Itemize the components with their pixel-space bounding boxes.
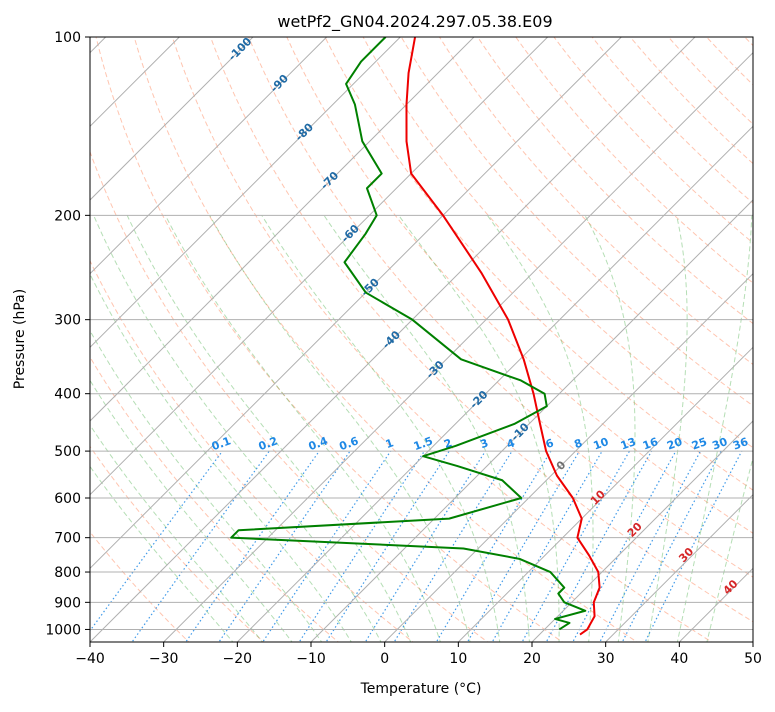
x-tick-label: −40: [75, 651, 105, 667]
moist-adiabat: [706, 456, 753, 642]
moist-adiabat: [126, 215, 412, 642]
mixing-ratio-line: [262, 450, 392, 642]
mixing-ratio-label: 10: [592, 435, 611, 453]
isotherm-line: [605, 493, 753, 642]
mixing-ratio-label: 0.2: [257, 434, 280, 453]
x-tick-label: 20: [523, 651, 541, 667]
moist-adiabat: [323, 215, 530, 642]
moist-adiabat: [90, 424, 264, 642]
y-tick-label: 300: [54, 313, 81, 329]
x-tick-label: 0: [380, 651, 389, 667]
mixing-ratio-line: [325, 450, 450, 642]
y-tick-label: 900: [54, 595, 81, 611]
mixing-ratio-label: 16: [641, 435, 660, 453]
y-tick-label: 700: [54, 531, 81, 547]
moist-adiabat: [90, 329, 323, 642]
mixing-ratio-line: [298, 450, 425, 642]
mixing-ratio-line: [572, 450, 677, 642]
x-tick-label: 30: [597, 651, 615, 667]
x-tick-label: 50: [744, 651, 762, 667]
isotherm-line: [90, 37, 696, 642]
dry-adiabat: [286, 37, 753, 534]
y-tick-label: 500: [54, 444, 81, 460]
isotherm-line: [310, 199, 753, 642]
mixing-ratio-line: [131, 450, 270, 642]
y-tick-label: 1000: [45, 622, 81, 638]
dry-adiabat: [248, 37, 753, 578]
isotherm-line: [163, 51, 753, 642]
y-tick-label: 200: [54, 208, 81, 224]
x-tick-label: 10: [449, 651, 467, 667]
isotherm-line: [457, 346, 753, 642]
dry-adiabat: [171, 37, 713, 642]
moist-adiabat: [398, 215, 560, 642]
isotherm-line: [236, 125, 753, 642]
series-lines: [230, 37, 601, 636]
dry-adiabat: [90, 150, 489, 642]
mixing-ratio-label: 4: [505, 436, 517, 451]
mixing-ratio-line: [393, 450, 513, 642]
isotherm-line: [90, 37, 328, 275]
temperature-line: [405, 37, 601, 636]
chart-title: wetPf2_GN04.2024.297.05.38.E09: [277, 12, 552, 32]
mixing-ratio-label: 13: [619, 435, 638, 452]
mixing-ratio-line: [599, 450, 702, 642]
background-lines: [90, 37, 753, 642]
dry-adiabat: [438, 37, 753, 366]
y-tick-label: 100: [54, 30, 81, 46]
y-tick-label: 600: [54, 491, 81, 507]
axes: −40 −30 −20 −10 0 10 20 30 40 5010020030040050060…: [45, 30, 762, 667]
mixing-ratio-line: [185, 450, 320, 642]
mixing-ratio-label: 36: [731, 435, 750, 453]
moist-adiabat: [676, 215, 753, 642]
isotherm-line: [90, 37, 254, 201]
mixing-ratio-label: 0.4: [307, 434, 330, 453]
moist-adiabat: [164, 215, 441, 642]
mixing-ratio-label: 1.5: [412, 434, 435, 453]
mixing-ratio-line: [466, 450, 580, 642]
isotherm-line: [384, 272, 753, 642]
moist-adiabat: [90, 465, 234, 642]
mixing-ratio-label: 8: [572, 436, 584, 451]
x-tick-label: −30: [149, 651, 179, 667]
dry-adiabat: [362, 37, 753, 449]
moist-adiabat: [93, 215, 382, 642]
moist-adiabat: [90, 272, 352, 642]
isotherm-line: [90, 37, 549, 496]
x-tick-label: 40: [670, 651, 688, 667]
isotherm-line: [90, 37, 401, 349]
mixing-ratio-label: 30: [710, 435, 729, 453]
moist-adiabat: [261, 215, 501, 642]
mixing-ratio-label: 25: [690, 435, 709, 452]
y-axis-label: Pressure (hPa): [12, 289, 28, 389]
isotherm-line: [90, 37, 475, 422]
grid-lines: [90, 37, 753, 642]
y-tick-label: 400: [54, 387, 81, 403]
moist-adiabat: [647, 215, 688, 642]
plot-frame: [89, 36, 754, 643]
isotherm-line: [90, 37, 622, 570]
mixing-ratio-line: [218, 450, 351, 642]
y-tick-label: 800: [54, 565, 81, 581]
dry-adiabat: [324, 37, 753, 491]
mixing-ratio-line: [621, 450, 722, 642]
mixing-ratio-label: 1: [384, 436, 396, 451]
mixing-ratio-line: [90, 450, 223, 632]
x-tick-label: −10: [296, 651, 326, 667]
x-tick-label: −20: [223, 651, 253, 667]
mixing-ratio-label: 6: [544, 436, 556, 451]
isotherm-line: [531, 420, 753, 642]
dewpoint-line: [230, 37, 587, 631]
mixing-ratio-label: 0.6: [338, 434, 361, 453]
moist-adiabat: [584, 215, 636, 642]
mixing-ratio-label: 3: [478, 436, 490, 451]
x-axis-label: Temperature (°C): [360, 681, 482, 697]
mixing-ratio-label: 20: [665, 435, 684, 453]
mixing-ratio-label: 0.1: [210, 434, 233, 453]
mixing-ratio-label: 2: [442, 436, 454, 451]
